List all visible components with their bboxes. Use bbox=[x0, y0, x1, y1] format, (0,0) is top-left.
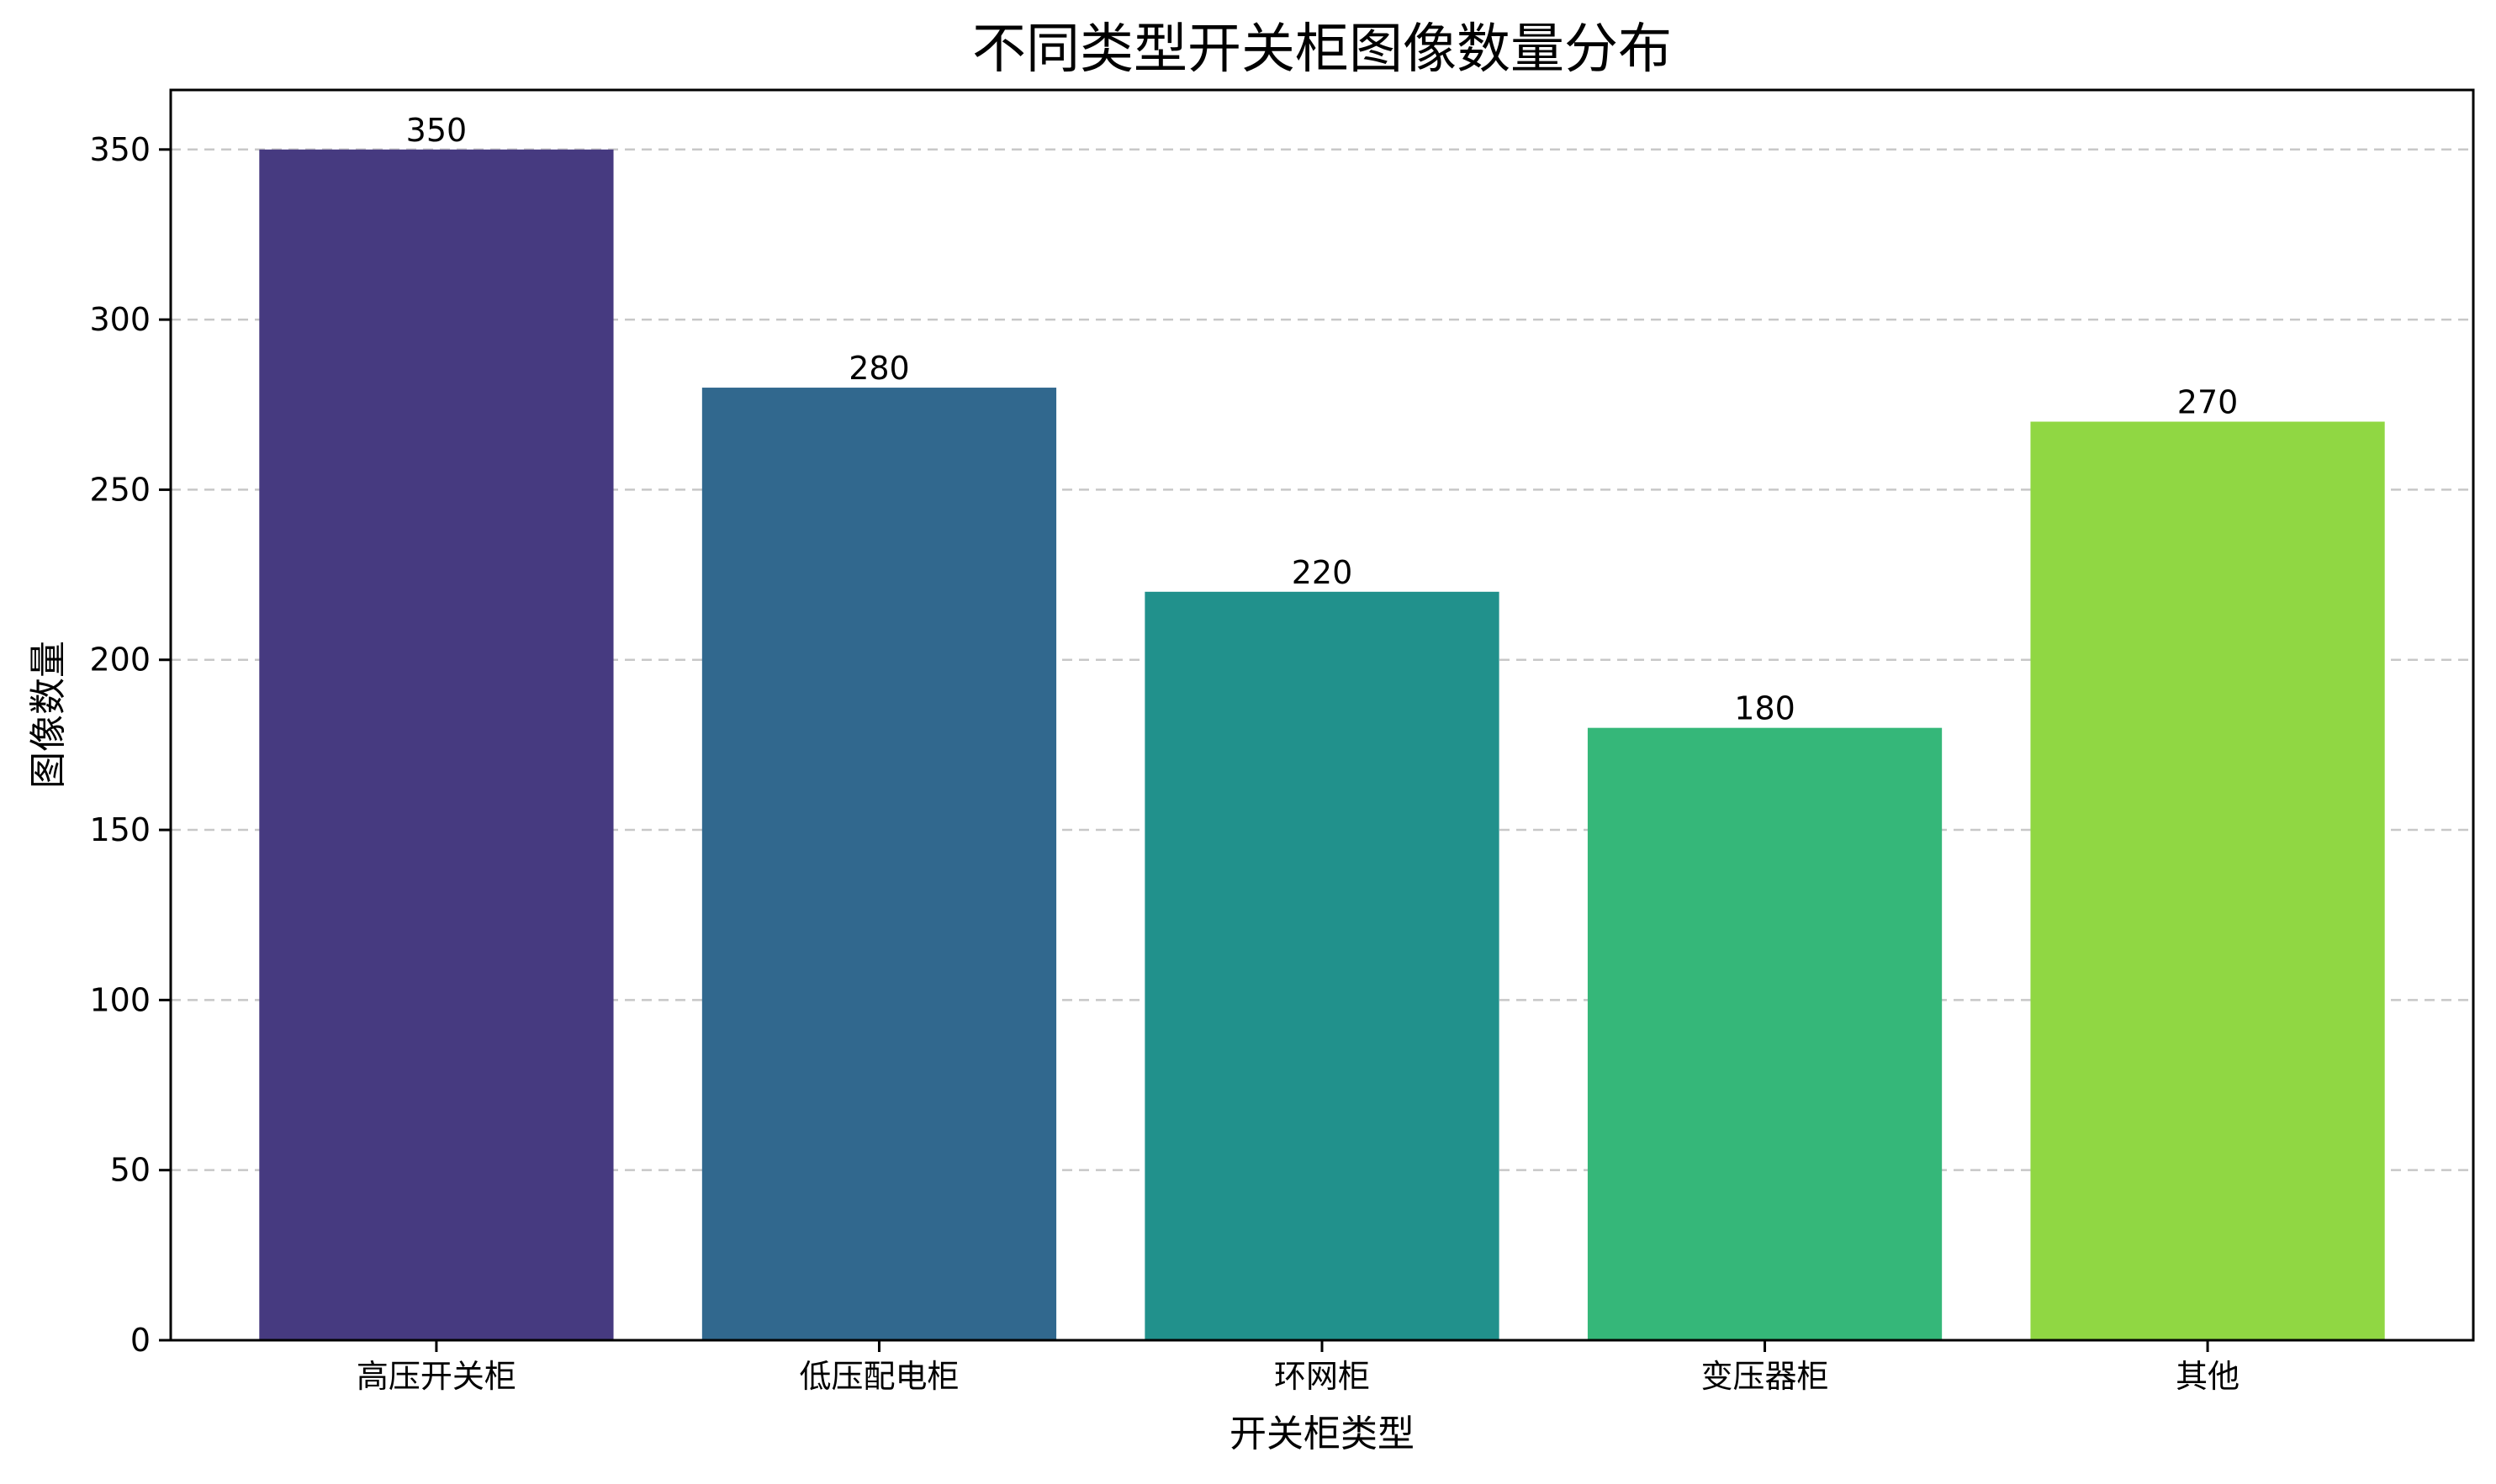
x-tick-label: 环网柜 bbox=[1274, 1358, 1370, 1395]
bar bbox=[1587, 727, 1943, 1340]
bar-value-label: 180 bbox=[1734, 690, 1795, 727]
bar bbox=[2030, 421, 2385, 1340]
bar-value-label: 350 bbox=[406, 112, 468, 149]
x-tick-label: 高压开关柜 bbox=[357, 1358, 516, 1395]
x-tick-label: 低压配电柜 bbox=[799, 1358, 959, 1395]
y-tick-label: 150 bbox=[89, 811, 151, 848]
bar-value-label: 270 bbox=[2177, 384, 2239, 421]
y-tick-label: 350 bbox=[89, 131, 151, 168]
chart-title: 不同类型开关柜图像数量分布 bbox=[972, 18, 1672, 81]
x-axis-label: 开关柜类型 bbox=[1229, 1413, 1415, 1455]
bar bbox=[259, 149, 614, 1340]
y-axis-label: 图像数量 bbox=[27, 641, 70, 789]
bar bbox=[701, 388, 1057, 1340]
y-tick-label: 100 bbox=[89, 981, 151, 1018]
bar-value-label: 280 bbox=[849, 350, 910, 387]
y-tick-label: 200 bbox=[89, 642, 151, 679]
y-tick-label: 300 bbox=[89, 301, 151, 338]
bars bbox=[259, 149, 2385, 1340]
bar bbox=[1145, 591, 1499, 1340]
y-tick-label: 0 bbox=[130, 1322, 151, 1359]
bar-value-label: 220 bbox=[1292, 554, 1353, 591]
data-labels: 350 280 220 180 270 bbox=[406, 112, 2239, 727]
x-axis: 高压开关柜 低压配电柜 环网柜 变压器柜 其他 bbox=[357, 1340, 2240, 1395]
y-tick-label: 250 bbox=[89, 471, 151, 508]
y-axis: 0 50 100 150 200 250 300 350 bbox=[89, 131, 171, 1359]
y-tick-label: 50 bbox=[110, 1152, 151, 1189]
x-tick-label: 变压器柜 bbox=[1701, 1358, 1829, 1395]
x-tick-label: 其他 bbox=[2176, 1358, 2240, 1395]
